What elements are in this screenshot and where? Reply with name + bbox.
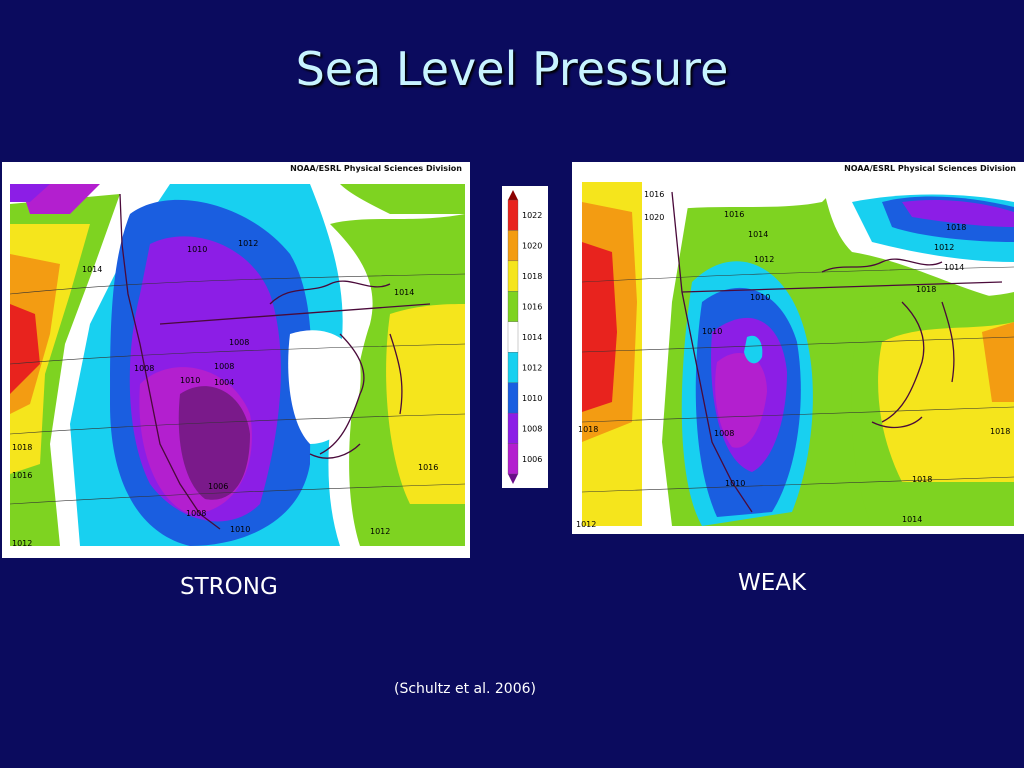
colorbar-swatch [507, 321, 519, 353]
colorbar-swatch [507, 382, 519, 414]
isobar-label: 1010 [180, 376, 200, 385]
map-weak-labels: 1016 1016 1014 1012 1010 1010 1008 1010 … [576, 190, 1010, 529]
map-strong-svg [2, 162, 470, 558]
isobar-label: 1014 [82, 265, 102, 274]
isobar-label: 1012 [576, 520, 596, 529]
isobar-label: 1018 [912, 475, 932, 484]
isobar-label: 1018 [916, 285, 936, 294]
isobar-label: 1014 [902, 515, 922, 524]
isobar-label: 1010 [750, 293, 770, 302]
map-strong-labels: 1014 1010 1012 1014 1008 1008 1008 1010 … [12, 239, 438, 548]
isobar-label: 1012 [754, 255, 774, 264]
map-weak-svg [572, 162, 1024, 534]
map-strong: NOAA/ESRL Physical Sciences Division 101… [2, 162, 470, 558]
isobar-label: 1010 [230, 525, 250, 534]
isobar-label: 1012 [934, 243, 954, 252]
isobar-label: 1008 [214, 362, 234, 371]
isobar-label: 1012 [12, 539, 32, 548]
isobar-label: 1004 [214, 378, 234, 387]
isobar-label: 1014 [394, 288, 414, 297]
isobar-label: 1016 [644, 190, 664, 199]
map-source-header: NOAA/ESRL Physical Sciences Division [844, 164, 1016, 173]
isobar-label: 1008 [714, 429, 734, 438]
caption-strong: STRONG [180, 574, 278, 600]
isobar-label: 1008 [229, 338, 249, 347]
colorbar-swatch [507, 352, 519, 383]
citation: (Schultz et al. 2006) [394, 681, 536, 697]
colorbar-label: 1016 [522, 303, 542, 312]
isobar-label: 1018 [578, 425, 598, 434]
isobar-label: 1018 [946, 223, 966, 232]
colorbar-label: 1006 [522, 455, 542, 464]
colorbar-swatch [507, 230, 519, 262]
colorbar-bottom-arrow [508, 474, 518, 484]
colorbar-swatch [507, 412, 519, 444]
colorbar-swatch [507, 199, 519, 231]
isobar-label: 1016 [418, 463, 438, 472]
colorbar-label: 1022 [522, 211, 542, 220]
isobar-label: 1020 [644, 213, 664, 222]
pressure-colorbar: 1022 1020 1018 1016 1014 1012 1010 1008 1006 [502, 186, 548, 488]
isobar-label: 1012 [370, 527, 390, 536]
isobar-label: 1008 [186, 509, 206, 518]
colorbar-top-arrow [508, 190, 518, 200]
colorbar-label: 1012 [522, 363, 542, 372]
slide-title: Sea Level Pressure [295, 42, 729, 96]
colorbar-label: 1018 [522, 272, 542, 281]
colorbar-label: 1008 [522, 424, 542, 433]
isobar-label: 1010 [702, 327, 722, 336]
isobar-label: 1010 [187, 245, 207, 254]
caption-weak: WEAK [738, 570, 807, 596]
colorbar-label: 1010 [522, 394, 542, 403]
colorbar-label: 1014 [522, 333, 542, 342]
colorbar-swatch [507, 291, 519, 322]
isobar-label: 1008 [134, 364, 154, 373]
isobar-label: 1014 [944, 263, 964, 272]
isobar-label: 1006 [208, 482, 228, 491]
colorbar-label: 1020 [522, 242, 542, 251]
isobar-label: 1012 [238, 239, 258, 248]
colorbar-svg: 1022 1020 1018 1016 1014 1012 1010 1008 1006 [507, 190, 542, 484]
isobar-label: 1018 [12, 443, 32, 452]
map-source-header: NOAA/ESRL Physical Sciences Division [290, 164, 462, 173]
isobar-label: 1016 [12, 471, 32, 480]
map-weak: NOAA/ESRL Physical Sciences Division 101… [572, 162, 1024, 534]
isobar-label: 1016 [724, 210, 744, 219]
isobar-label: 1010 [725, 479, 745, 488]
isobar-label: 1018 [990, 427, 1010, 436]
colorbar-swatch [507, 443, 519, 475]
colorbar-swatch [507, 260, 519, 292]
isobar-label: 1014 [748, 230, 768, 239]
